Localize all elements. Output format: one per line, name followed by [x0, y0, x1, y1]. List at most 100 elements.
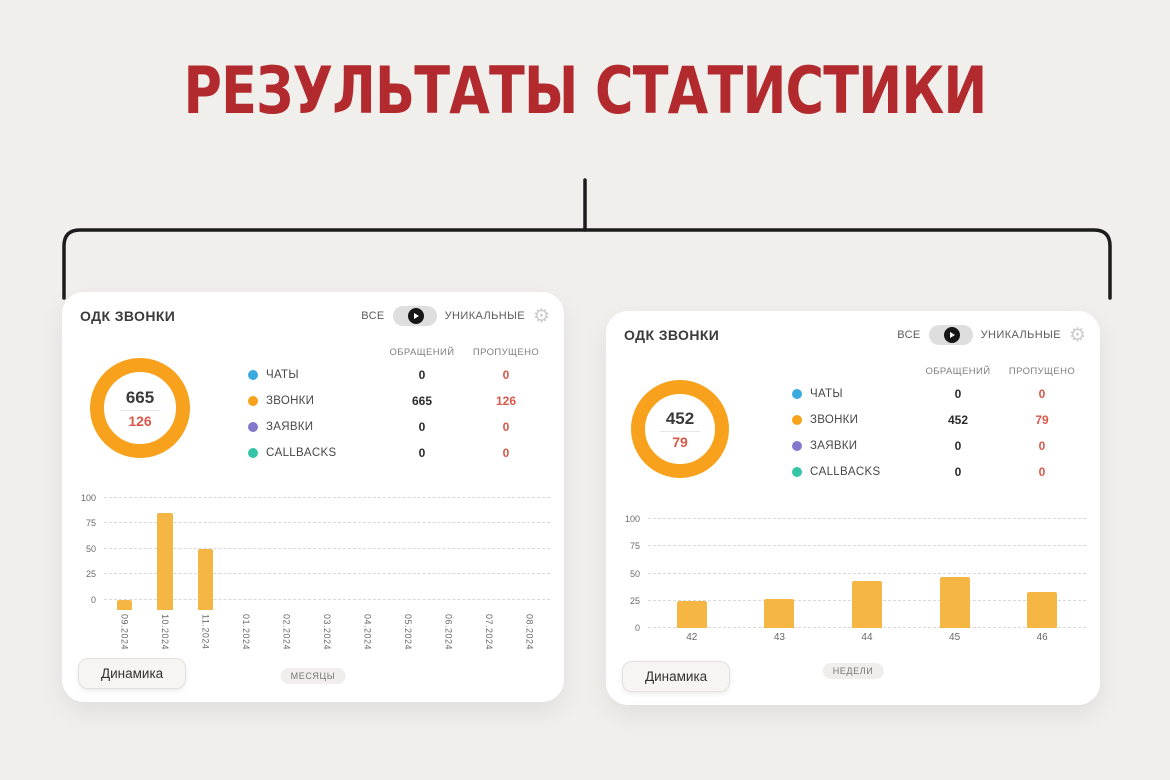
legend-label: ЗАЯВКИ — [810, 440, 858, 452]
requests-dot-icon — [792, 441, 802, 451]
legend-label: CALLBACKS — [810, 466, 881, 478]
donut-missed-value: 79 — [672, 433, 688, 450]
x-axis: 09.2024 10.2024 11.2024 01.2024 02.2024 03.20… — [104, 610, 550, 650]
bar-slot-44 — [823, 519, 911, 628]
x-tick-label: 06.2024 — [443, 613, 454, 650]
card-title: ОДК ЗВОНКИ — [80, 308, 176, 324]
bar — [939, 576, 970, 628]
bar-slot-46 — [998, 519, 1086, 628]
calls-missed: 79 — [1035, 413, 1049, 427]
bar — [764, 598, 795, 628]
bar — [157, 513, 173, 610]
gridline — [104, 522, 550, 524]
x-tick-label: 42 — [686, 632, 698, 643]
bar-slot-07.2024 — [469, 498, 510, 610]
y-tick-label: 100 — [80, 493, 96, 503]
gridline — [648, 545, 1086, 547]
x-tick-label: 11.2024 — [200, 613, 211, 650]
col-header-appeals: ОБРАЩЕНИЙ — [925, 366, 991, 377]
toggle-knob[interactable] — [407, 308, 424, 324]
x-tick-label: 03.2024 — [322, 613, 332, 650]
bar-slot-09.2024 — [104, 498, 145, 610]
chats-missed: 0 — [1038, 387, 1046, 401]
bar — [1027, 592, 1058, 628]
settings-gear-icon[interactable]: ⚙ — [532, 305, 550, 327]
requests-dot-icon — [248, 422, 258, 432]
x-tick-label: 07.2024 — [484, 613, 495, 650]
donut-total-value: 665 — [125, 387, 155, 407]
bar-slot-11.2024 — [185, 498, 226, 610]
bar-slot-05.2024 — [388, 498, 429, 610]
callbacks-dot-icon — [248, 448, 258, 458]
bar-chart-weeks: 0 25 50 75 100 42 43 44 45 46 — [618, 514, 1086, 643]
x-axis: 42 43 44 45 46 — [648, 628, 1086, 643]
settings-gear-icon[interactable]: ⚙ — [1068, 324, 1086, 346]
legend-label: CALLBACKS — [266, 447, 337, 459]
dynamics-button[interactable]: Динамика — [78, 658, 187, 689]
dynamics-button[interactable]: Динамика — [622, 661, 731, 692]
legend-row-calls: ЗВОНКИ — [792, 414, 920, 426]
calls-missed: 126 — [495, 394, 517, 408]
plot-area — [104, 497, 550, 610]
y-tick-label: 100 — [624, 514, 640, 524]
bar — [197, 548, 214, 610]
x-tick-label: 46 — [1036, 632, 1048, 643]
legend-row-callbacks: CALLBACKS — [792, 466, 920, 478]
card-title: ОДК ЗВОНКИ — [624, 327, 720, 343]
x-tick-label: 09.2024 — [119, 613, 130, 650]
all-unique-toggle[interactable] — [392, 306, 437, 326]
requests-appeals: 0 — [418, 420, 426, 434]
legend-table: ОБРАЩЕНИЙ ПРОПУЩЕНО ЧАТЫ 0 0 ЗВОНКИ 452 … — [792, 355, 1088, 485]
donut-chart: 665 126 — [90, 358, 190, 458]
gridline — [104, 497, 550, 498]
y-axis: 0 25 50 75 100 — [74, 493, 104, 610]
bar-slot-04.2024 — [347, 498, 388, 610]
bar-slot-43 — [736, 519, 824, 628]
gridline — [104, 573, 550, 575]
y-tick-label: 75 — [629, 541, 640, 552]
y-tick-label: 50 — [629, 568, 640, 579]
plot-area — [648, 518, 1086, 628]
donut-chart: 452 79 — [631, 380, 729, 478]
col-header-appeals: ОБРАЩЕНИЙ — [389, 347, 455, 358]
y-tick-label: 50 — [85, 543, 96, 554]
legend-row-calls: ЗВОНКИ — [248, 395, 384, 407]
legend-row-requests: ЗАЯВКИ — [248, 421, 384, 433]
toggle-label-all: ВСЕ — [361, 310, 385, 322]
bar-slot-08.2024 — [509, 498, 550, 610]
page-title: РЕЗУЛЬТАТЫ СТАТИСТИКИ — [183, 53, 988, 130]
stats-card-months: ОДК ЗВОНКИ ВСЕ УНИКАЛЬНЫЕ ⚙ 665 126 ОБРА… — [62, 292, 564, 702]
x-tick-label: 04.2024 — [362, 613, 373, 650]
y-tick-label: 0 — [634, 623, 640, 633]
calls-dot-icon — [248, 396, 258, 406]
toggle-knob[interactable] — [943, 327, 960, 343]
chats-dot-icon — [248, 370, 258, 380]
gridline — [648, 518, 1086, 519]
legend-label: ЗВОНКИ — [810, 414, 859, 426]
chats-missed: 0 — [502, 368, 510, 382]
x-tick-label: 44 — [861, 632, 873, 643]
gridline — [104, 598, 550, 600]
y-tick-label: 25 — [85, 569, 96, 580]
legend-label: ЧАТЫ — [810, 388, 843, 400]
y-axis: 0 25 50 75 100 — [618, 514, 648, 633]
toggle-label-all: ВСЕ — [897, 329, 921, 341]
x-tick-label: 43 — [773, 632, 785, 643]
bar-slot-06.2024 — [428, 498, 469, 610]
play-icon — [413, 313, 419, 319]
callbacks-missed: 0 — [1038, 465, 1046, 479]
gridline — [648, 572, 1086, 574]
legend-label: ЗВОНКИ — [266, 395, 315, 407]
legend-table: ОБРАЩЕНИЙ ПРОПУЩЕНО ЧАТЫ 0 0 ЗВОНКИ 665 … — [248, 336, 552, 466]
all-unique-toggle[interactable] — [928, 325, 973, 345]
legend-label: ЧАТЫ — [266, 369, 299, 381]
bar — [676, 600, 707, 628]
donut-total-value: 452 — [665, 408, 695, 428]
legend-label: ЗАЯВКИ — [266, 421, 314, 433]
x-tick-label: 45 — [949, 632, 961, 643]
bar — [116, 599, 132, 610]
donut-missed-value: 126 — [128, 412, 152, 429]
x-tick-label: 05.2024 — [403, 613, 414, 650]
axis-unit-label: НЕДЕЛИ — [822, 663, 884, 679]
legend-row-chats: ЧАТЫ — [248, 369, 384, 381]
